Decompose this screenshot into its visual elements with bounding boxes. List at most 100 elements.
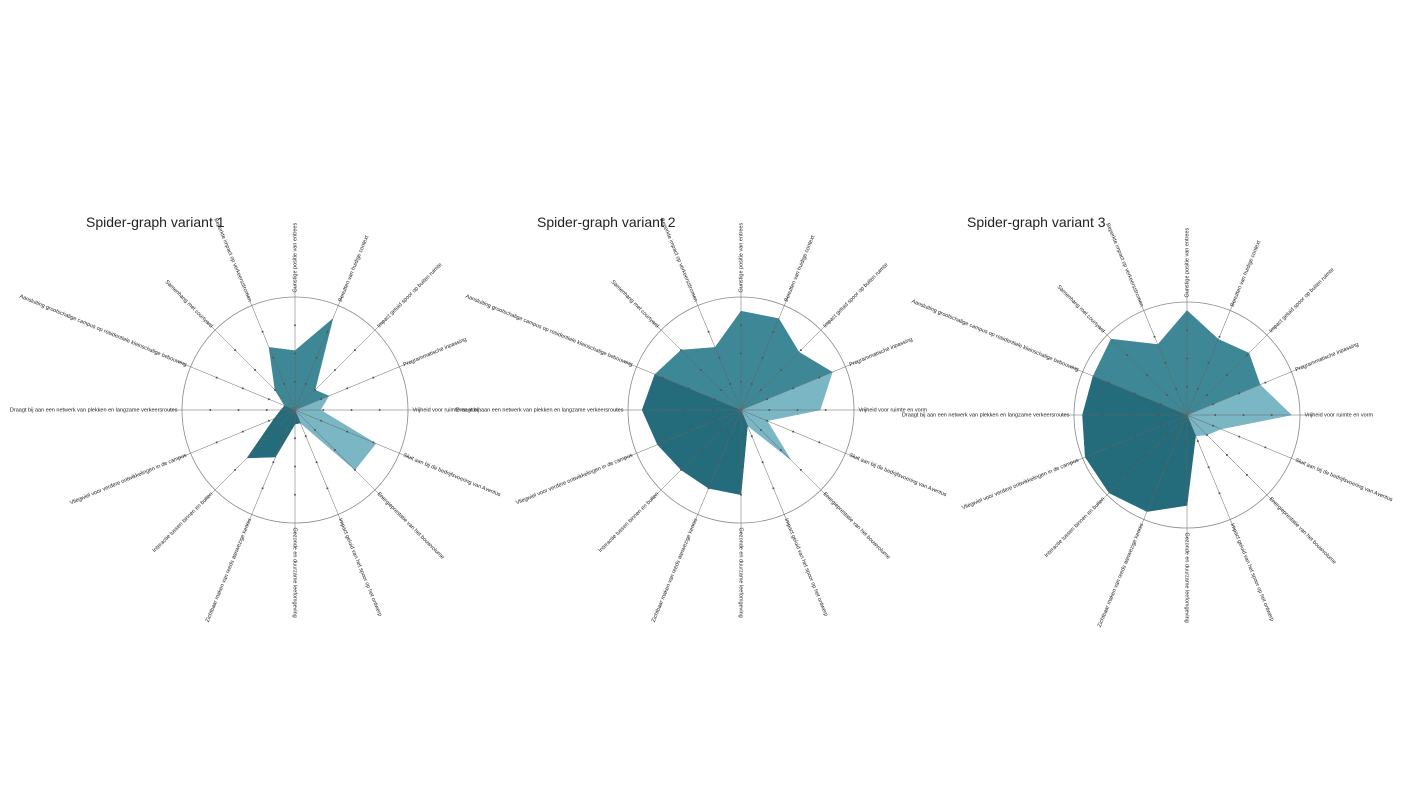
tick-dot [707, 487, 710, 490]
axis-line [740, 292, 790, 411]
axis-label: Programmatische inpassing [403, 337, 468, 369]
tick-dot [353, 349, 356, 352]
tick-dot [750, 435, 753, 438]
tick-dot [720, 389, 723, 392]
tick-dot [265, 409, 268, 411]
tick-dot [740, 493, 742, 496]
axis-line [740, 320, 831, 411]
tick-dot [215, 441, 218, 444]
tick-dot [254, 369, 257, 372]
tick-dot [209, 409, 212, 411]
tick-dot [1153, 335, 1156, 338]
axis-line [1186, 414, 1305, 464]
axis-line [205, 409, 296, 500]
tick-dot [1205, 433, 1208, 436]
tick-dot [353, 468, 356, 471]
tick-dot [1186, 470, 1188, 473]
tick-dot [824, 409, 827, 411]
tick-dot [1107, 381, 1110, 384]
tick-dot [1146, 374, 1149, 377]
tick-dot [333, 448, 336, 451]
axis-line [651, 320, 742, 411]
tick-dot [1264, 381, 1267, 384]
tick-dot [680, 349, 683, 352]
tick-dot [700, 369, 703, 372]
tick-dot [1218, 335, 1221, 338]
axis-label: Vliegwiel voor verdere ontwikkelingen in… [69, 453, 188, 507]
axis-line [1186, 414, 1236, 533]
axis-label: Gezonde en duurzame leefomgeving [1184, 533, 1190, 623]
axis-label: Aansluiting grootschalige campus op resi… [464, 294, 633, 369]
axis-label: Gunstige positie van entrees [1184, 228, 1190, 298]
axis-label: Gezonde en duurzame leefomgeving [292, 528, 298, 618]
tick-dot [272, 461, 275, 464]
tick-dot [1133, 392, 1136, 395]
tick-dot [740, 380, 742, 383]
tick-dot [234, 468, 237, 471]
axis-label: Beperkte impact op verkeersstromen [658, 217, 698, 302]
axis-label: Aansluiting grootschalige campus op resi… [18, 294, 187, 369]
axis-line [740, 409, 831, 500]
tick-dot [1153, 492, 1156, 495]
tick-dot [283, 435, 286, 438]
tick-dot [313, 389, 316, 392]
tick-dot [1245, 354, 1248, 357]
tick-dot [759, 389, 762, 392]
axis-label: Benutten van huidige context [338, 234, 371, 302]
axis-line [177, 361, 296, 411]
tick-dot [818, 441, 821, 444]
tick-dot [1207, 466, 1210, 469]
axis-label: Vrijheid voor ruimte en vorm [1305, 412, 1374, 418]
tick-dot [740, 324, 742, 327]
axis-label: Benutten van huidige context [784, 234, 817, 302]
axis-line [294, 320, 385, 411]
axis-line [294, 409, 413, 459]
chart-title: Spider-graph variant 3 [967, 214, 1106, 230]
axis-line [692, 292, 742, 411]
axis-line [740, 409, 790, 528]
tick-dot [761, 356, 764, 359]
tick-dot [372, 376, 375, 379]
tick-dot [768, 409, 771, 411]
tick-dot [241, 430, 244, 433]
tick-dot [799, 468, 802, 471]
tick-dot [1186, 385, 1188, 388]
tick-dot [655, 409, 658, 411]
tick-dot [1129, 414, 1132, 416]
axis-label: Samenhang met courtyard [164, 279, 214, 329]
tick-dot [796, 409, 799, 411]
axis-line [294, 409, 344, 528]
tick-dot [683, 409, 686, 411]
tick-dot [779, 448, 782, 451]
axis-label: Programmatische inpassing [849, 337, 914, 369]
tick-dot [792, 387, 795, 390]
axis-label: Gunstige positie van entrees [738, 223, 744, 293]
tick-dot [729, 435, 732, 438]
axis-label: Draagt bij aan een netwerk van plekken e… [902, 412, 1070, 418]
tick-dot [1205, 394, 1208, 397]
tick-dot [1225, 374, 1228, 377]
tick-dot [320, 419, 323, 422]
tick-dot [1164, 466, 1167, 469]
tick-dot [1101, 414, 1104, 416]
axis-line [246, 292, 296, 411]
axis-label: Impact geluid van het spoor op het ontwe… [337, 518, 383, 618]
axis-line [1097, 325, 1188, 416]
tick-dot [315, 356, 318, 359]
tick-dot [1238, 435, 1241, 438]
tick-dot [283, 382, 286, 385]
tick-dot [326, 487, 329, 490]
tick-dot [1133, 435, 1136, 438]
axis-label: Draagt bij aan een netwerk van plekken e… [456, 407, 624, 413]
tick-dot [772, 487, 775, 490]
tick-dot [267, 398, 270, 401]
axis-label: Sluit aan bij de bedrijfsvoering van Ave… [1294, 458, 1393, 504]
axis-line [623, 361, 742, 411]
tick-dot [1157, 414, 1160, 416]
tick-dot [661, 376, 664, 379]
tick-dot [818, 376, 821, 379]
tick-dot [1175, 440, 1178, 443]
tick-dot [304, 435, 307, 438]
axis-line [1069, 366, 1188, 416]
